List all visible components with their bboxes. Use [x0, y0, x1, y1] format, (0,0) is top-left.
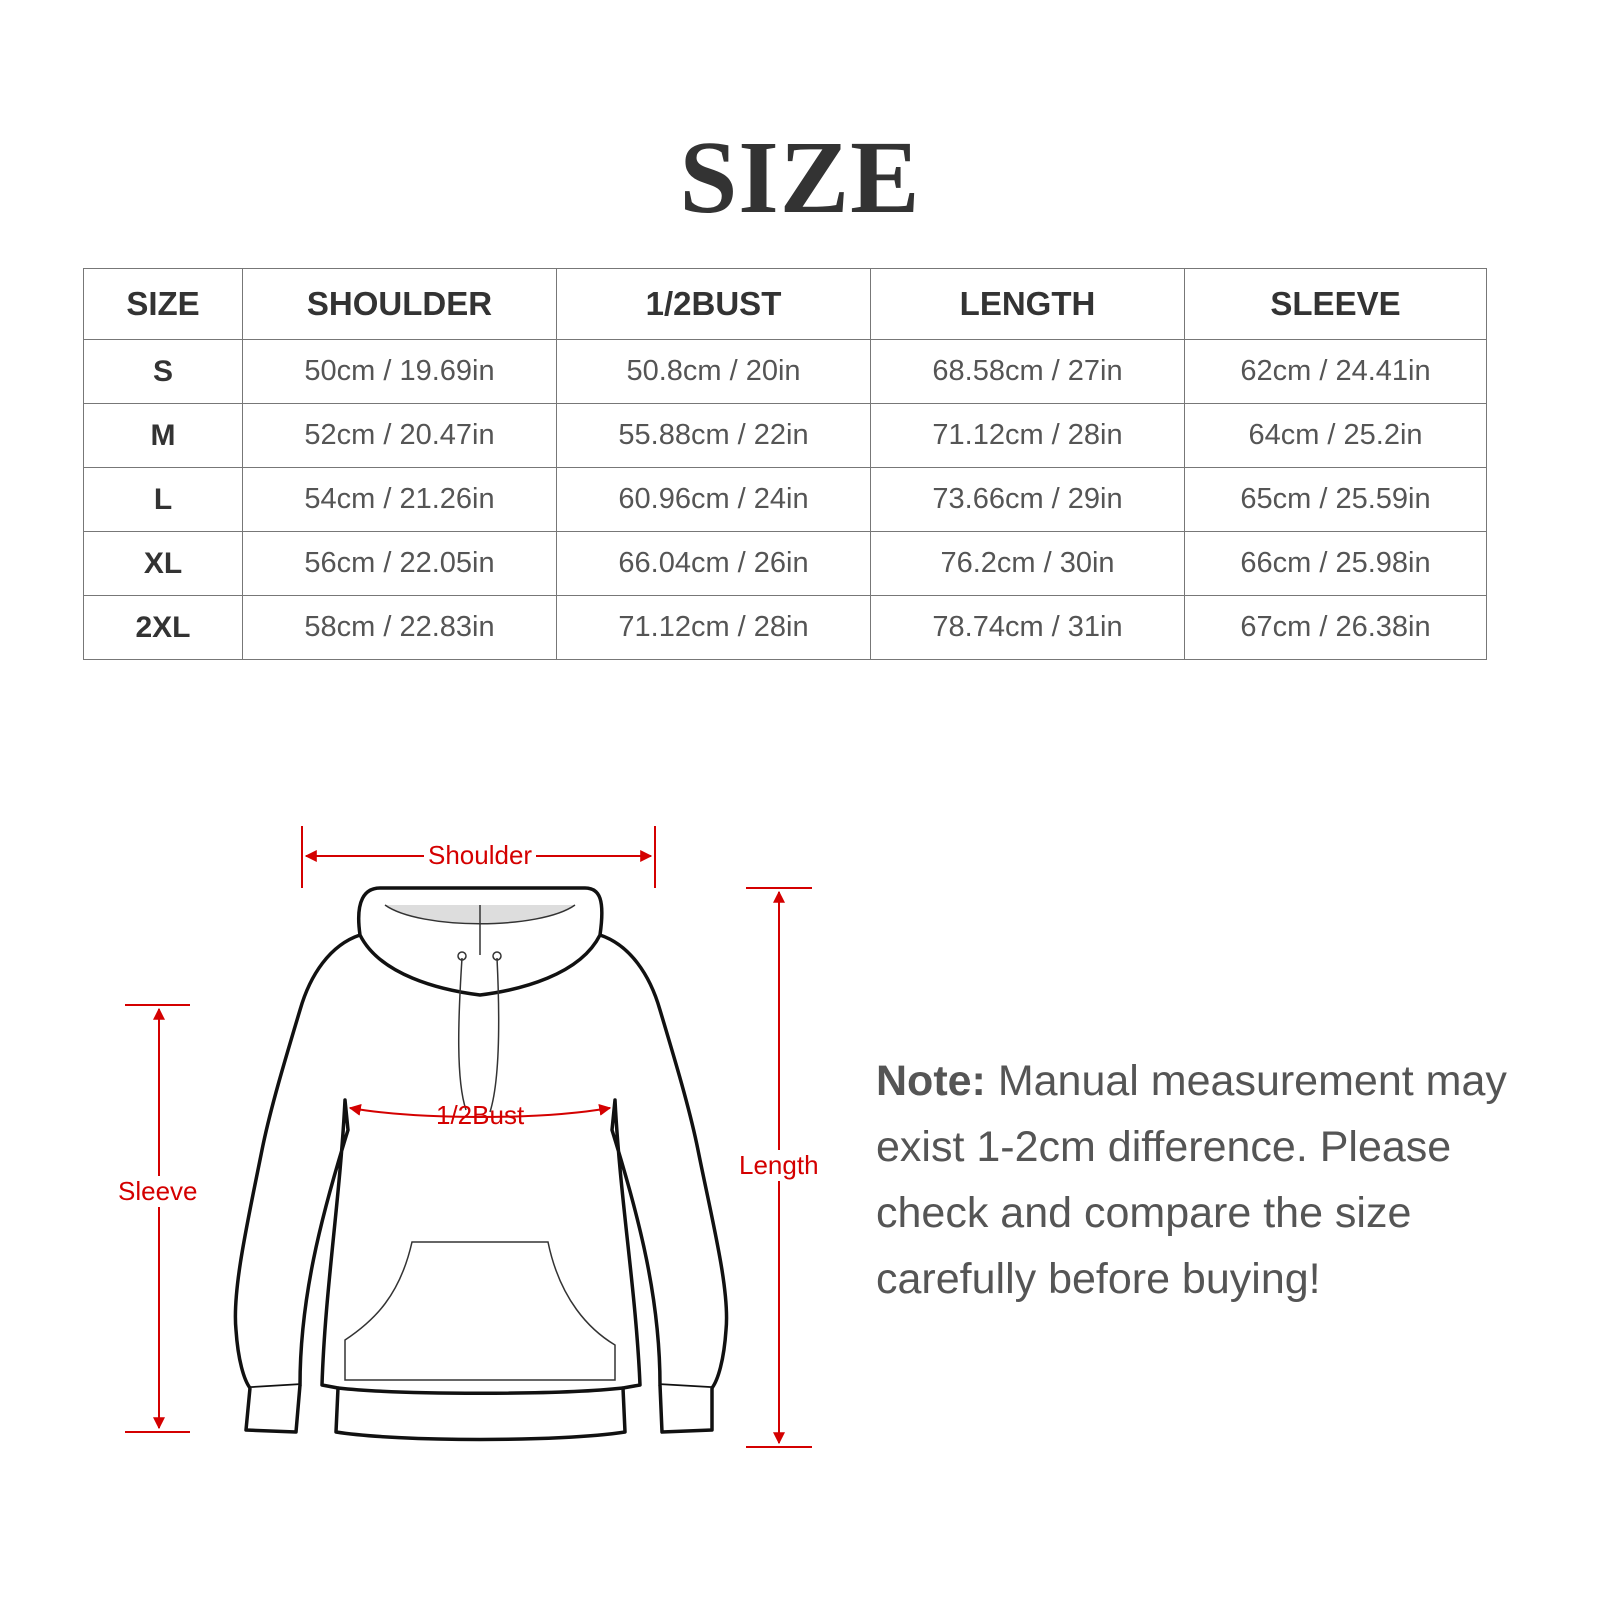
length-label: Length [735, 1150, 823, 1181]
note-text: Manual measurement may exist 1-2cm diffe… [876, 1057, 1507, 1303]
table-row: XL 56cm / 22.05in 66.04cm / 26in 76.2cm / 3… [83, 531, 1487, 596]
table-row: 2XL 58cm / 22.83in 71.12cm / 28in 78.74cm /… [83, 595, 1487, 660]
measurement-cell: 66.04cm / 26in [556, 531, 871, 596]
size-cell: S [83, 339, 243, 404]
hoodie-outline [233, 886, 729, 1442]
measurement-cell: 55.88cm / 22in [556, 403, 871, 468]
measurement-cell: 71.12cm / 28in [870, 403, 1185, 468]
header-bust: 1/2BUST [556, 268, 871, 340]
table-row: M 52cm / 20.47in 55.88cm / 22in 71.12cm / 2… [83, 403, 1487, 468]
measurement-cell: 67cm / 26.38in [1184, 595, 1487, 660]
measurement-cell: 52cm / 20.47in [242, 403, 557, 468]
header-length: LENGTH [870, 268, 1185, 340]
measurement-cell: 62cm / 24.41in [1184, 339, 1487, 404]
measurement-cell: 54cm / 21.26in [242, 467, 557, 532]
note: Note: Manual measurement may exist 1-2cm… [876, 1048, 1516, 1312]
measurement-cell: 73.66cm / 29in [870, 467, 1185, 532]
sleeve-label: Sleeve [114, 1176, 202, 1207]
size-cell: 2XL [83, 595, 243, 660]
page-title: SIZE [679, 120, 921, 235]
measurement-cell: 65cm / 25.59in [1184, 467, 1487, 532]
measurement-cell: 64cm / 25.2in [1184, 403, 1487, 468]
measurement-cell: 60.96cm / 24in [556, 467, 871, 532]
table-row: S 50cm / 19.69in 50.8cm / 20in 68.58cm / 27… [83, 339, 1487, 404]
size-cell: L [83, 467, 243, 532]
bust-label: 1/2Bust [436, 1100, 525, 1130]
header-sleeve: SLEEVE [1184, 268, 1487, 340]
measurement-cell: 50.8cm / 20in [556, 339, 871, 404]
size-table: SIZE SHOULDER 1/2BUST LENGTH SLEEVE S 50c… [83, 268, 1487, 660]
measurement-cell: 76.2cm / 30in [870, 531, 1185, 596]
size-cell: M [83, 403, 243, 468]
measurement-cell: 58cm / 22.83in [242, 595, 557, 660]
measurement-cell: 56cm / 22.05in [242, 531, 557, 596]
table-row: L 54cm / 21.26in 60.96cm / 24in 73.66cm / 2… [83, 467, 1487, 532]
shoulder-label: Shoulder [424, 840, 537, 871]
table-header-row: SIZE SHOULDER 1/2BUST LENGTH SLEEVE [83, 268, 1487, 340]
measurement-cell: 66cm / 25.98in [1184, 531, 1487, 596]
measurement-cell: 71.12cm / 28in [556, 595, 871, 660]
measurement-cell: 78.74cm / 31in [870, 595, 1185, 660]
measurement-cell: 50cm / 19.69in [242, 339, 557, 404]
header-size: SIZE [83, 268, 243, 340]
note-label: Note: [876, 1057, 986, 1105]
